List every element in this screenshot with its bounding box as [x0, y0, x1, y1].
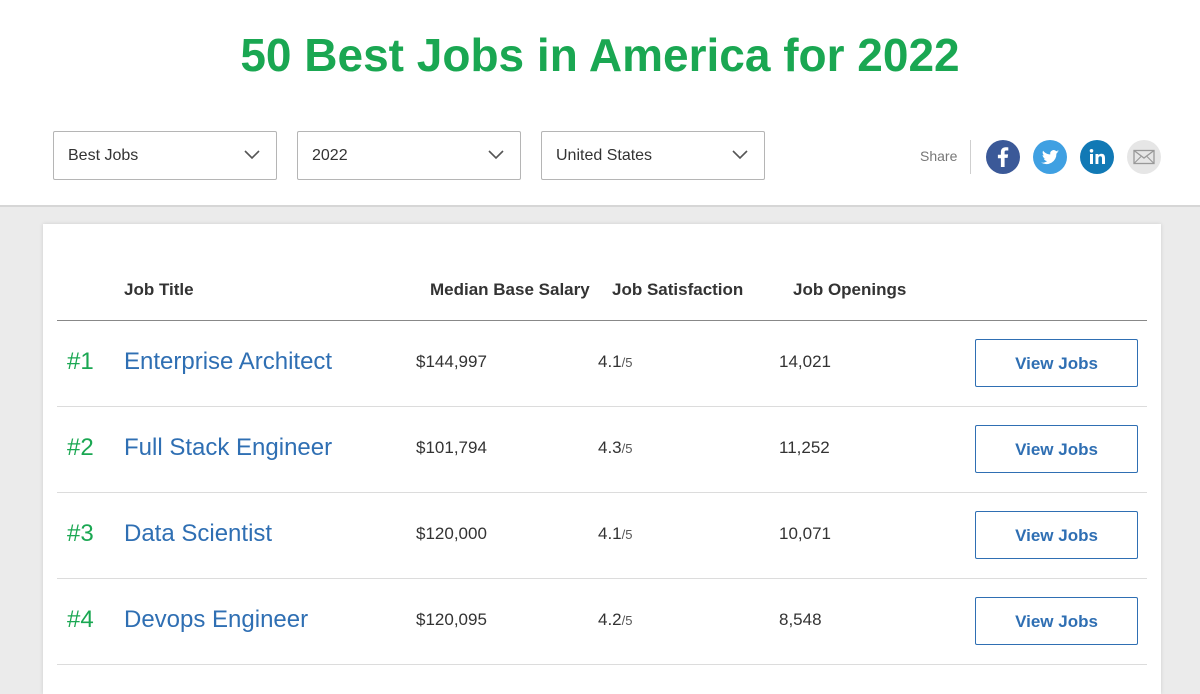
satisfaction-score: 4.3	[598, 438, 622, 457]
linkedin-share-button[interactable]	[1080, 140, 1114, 174]
job-satisfaction: 4.1/5	[598, 524, 632, 544]
share-divider	[970, 140, 971, 174]
row-divider	[57, 664, 1147, 665]
year-dropdown[interactable]: 2022	[297, 131, 521, 180]
job-satisfaction: 4.1/5	[598, 352, 632, 372]
satisfaction-score: 4.1	[598, 352, 622, 371]
row-divider	[57, 578, 1147, 579]
page-title: 50 Best Jobs in America for 2022	[240, 29, 960, 81]
share-label: Share	[920, 148, 958, 164]
chevron-down-icon	[732, 150, 748, 160]
satisfaction-scale: /5	[621, 527, 633, 542]
satisfaction-score: 4.2	[598, 610, 622, 629]
table-header-divider	[57, 320, 1147, 321]
job-openings: 14,021	[779, 352, 831, 371]
job-salary: $120,000	[416, 524, 487, 543]
linkedin-icon	[1089, 149, 1105, 164]
job-satisfaction: 4.2/5	[598, 610, 632, 630]
satisfaction-scale: /5	[621, 613, 633, 628]
job-title-link[interactable]: Full Stack Engineer	[124, 434, 333, 461]
job-rank: #4	[67, 606, 94, 633]
table-row: #3 Data Scientist $120,000 4.1/5 10,071 …	[57, 493, 1147, 579]
chevron-down-icon	[488, 150, 504, 160]
satisfaction-scale: /5	[621, 355, 633, 370]
job-title-link[interactable]: Devops Engineer	[124, 606, 309, 633]
job-openings: 8,548	[779, 610, 822, 629]
chevron-down-icon	[244, 150, 260, 160]
column-header-salary: Median Base Salary	[430, 280, 590, 299]
view-jobs-button[interactable]: View Jobs	[975, 425, 1138, 473]
job-title-link[interactable]: Data Scientist	[124, 520, 273, 547]
header-section: 50 Best Jobs in America for 2022 Best Jo…	[0, 0, 1200, 207]
satisfaction-score: 4.1	[598, 524, 622, 543]
column-header-job-title: Job Title	[124, 280, 194, 299]
job-satisfaction: 4.3/5	[598, 438, 632, 458]
table-row: #2 Full Stack Engineer $101,794 4.3/5 11…	[57, 407, 1147, 493]
job-salary: $101,794	[416, 438, 487, 457]
column-header-satisfaction: Job Satisfaction	[612, 280, 744, 299]
country-dropdown[interactable]: United States	[541, 131, 765, 180]
twitter-icon	[1041, 150, 1059, 165]
job-title-link[interactable]: Enterprise Architect	[124, 348, 333, 375]
table-row: #4 Devops Engineer $120,095 4.2/5 8,548 …	[57, 579, 1147, 665]
country-dropdown-value: United States	[556, 147, 653, 164]
job-openings: 10,071	[779, 524, 831, 543]
view-jobs-button[interactable]: View Jobs	[975, 597, 1138, 645]
job-salary: $144,997	[416, 352, 487, 371]
column-header-openings: Job Openings	[793, 280, 907, 299]
view-jobs-button[interactable]: View Jobs	[975, 339, 1138, 387]
facebook-icon	[997, 147, 1009, 167]
table-row: #1 Enterprise Architect $144,997 4.1/5 1…	[57, 321, 1147, 407]
view-jobs-button[interactable]: View Jobs	[975, 511, 1138, 559]
facebook-share-button[interactable]	[986, 140, 1020, 174]
email-icon	[1133, 149, 1155, 165]
job-salary: $120,095	[416, 610, 487, 629]
year-dropdown-value: 2022	[312, 147, 348, 164]
twitter-share-button[interactable]	[1033, 140, 1067, 174]
satisfaction-scale: /5	[621, 441, 633, 456]
job-rank: #2	[67, 434, 94, 461]
job-rank: #1	[67, 348, 94, 375]
row-divider	[57, 492, 1147, 493]
job-type-dropdown[interactable]: Best Jobs	[53, 131, 277, 180]
email-share-button[interactable]	[1127, 140, 1161, 174]
job-rank: #3	[67, 520, 94, 547]
job-openings: 11,252	[779, 438, 830, 457]
row-divider	[57, 406, 1147, 407]
job-type-dropdown-value: Best Jobs	[68, 147, 139, 164]
jobs-table-card: Job Title Median Base Salary Job Satisfa…	[43, 224, 1161, 694]
